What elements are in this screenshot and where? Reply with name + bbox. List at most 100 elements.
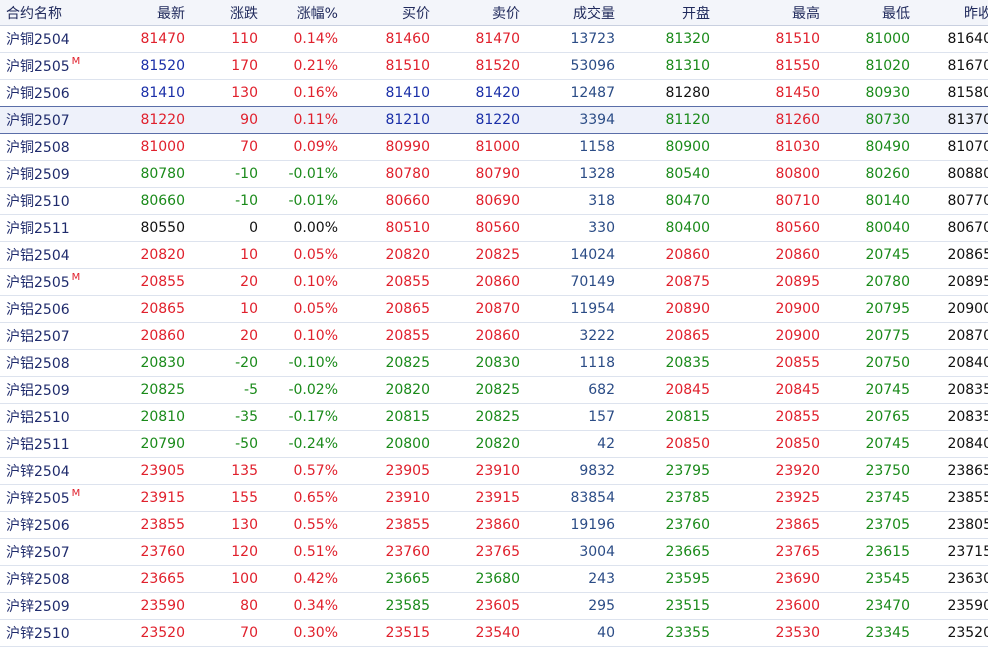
cell-open: 20875 (621, 268, 716, 296)
cell-open: 81120 (621, 106, 716, 134)
cell-ask: 23915 (436, 484, 526, 512)
table-row[interactable]: 沪铝2504 20820 10 0.05% 20820 20825 14024 20860 20… (0, 241, 988, 269)
table-row[interactable]: 沪铜2504 81470 110 0.14% 81460 81470 13723 81320 8… (0, 25, 988, 53)
cell-contract-name: 沪锌2504 (0, 457, 114, 485)
cell-bid: 20815 (344, 403, 436, 431)
cell-open: 81320 (621, 25, 716, 53)
cell-volume: 83854 (526, 484, 621, 512)
table-row[interactable]: 沪锌2510 23520 70 0.30% 23515 23540 40 23355 23530… (0, 619, 988, 647)
header-open[interactable]: 开盘 (621, 0, 716, 26)
cell-prev-close: 81640 (916, 25, 988, 53)
table-row[interactable]: 沪铜2508 81000 70 0.09% 80990 81000 1158 80900 810… (0, 133, 988, 161)
cell-change-pct: -0.01% (264, 187, 344, 215)
contract-name-label: 沪铝2508 (6, 356, 70, 372)
header-change-pct[interactable]: 涨幅% (264, 0, 344, 26)
cell-last: 20855 (114, 268, 191, 296)
cell-prev-close: 20900 (916, 295, 988, 323)
table-row[interactable]: 沪铝2505 M 20855 20 0.10% 20855 20860 70149 20875 2… (0, 268, 988, 296)
table-row[interactable]: 沪锌2506 23855 130 0.55% 23855 23860 19196 23760 2… (0, 511, 988, 539)
cell-low: 20765 (826, 403, 916, 431)
cell-open: 20890 (621, 295, 716, 323)
header-volume[interactable]: 成交量 (526, 0, 621, 26)
cell-prev-close: 20870 (916, 322, 988, 350)
table-row[interactable]: 沪锌2509 23590 80 0.34% 23585 23605 295 23515 2360… (0, 592, 988, 620)
cell-last: 23760 (114, 538, 191, 566)
cell-bid: 20820 (344, 376, 436, 404)
cell-high: 23690 (716, 565, 826, 593)
cell-bid: 23905 (344, 457, 436, 485)
cell-prev-close: 81070 (916, 133, 988, 161)
table-row[interactable]: 沪铜2507 81220 90 0.11% 81210 81220 3394 81120 812… (0, 106, 988, 134)
cell-last: 20825 (114, 376, 191, 404)
table-row[interactable]: 沪铝2507 20860 20 0.10% 20855 20860 3222 20865 209… (0, 322, 988, 350)
cell-prev-close: 23865 (916, 457, 988, 485)
table-row[interactable]: 沪锌2504 23905 135 0.57% 23905 23910 9832 23795 23… (0, 457, 988, 485)
cell-bid: 23665 (344, 565, 436, 593)
cell-prev-close: 20835 (916, 403, 988, 431)
cell-ask: 20860 (436, 322, 526, 350)
contract-name-label: 沪铜2510 (6, 194, 70, 210)
cell-bid: 80780 (344, 160, 436, 188)
cell-change: 10 (191, 241, 264, 269)
table-row[interactable]: 沪铝2510 20810 -35 -0.17% 20815 20825 157 20815 20… (0, 403, 988, 431)
cell-last: 23665 (114, 565, 191, 593)
table-row[interactable]: 沪铜2509 80780 -10 -0.01% 80780 80790 1328 80540 8… (0, 160, 988, 188)
cell-last: 20820 (114, 241, 191, 269)
cell-open: 20860 (621, 241, 716, 269)
cell-open: 23515 (621, 592, 716, 620)
header-contract-name[interactable]: 合约名称 (0, 0, 114, 26)
header-bid[interactable]: 买价 (344, 0, 436, 26)
cell-volume: 243 (526, 565, 621, 593)
cell-ask: 81000 (436, 133, 526, 161)
header-prev-close[interactable]: 昨收 (916, 0, 988, 26)
cell-change-pct: -0.24% (264, 430, 344, 458)
cell-bid: 20855 (344, 322, 436, 350)
header-change[interactable]: 涨跌 (191, 0, 264, 26)
table-row[interactable]: 沪铜2505 M 81520 170 0.21% 81510 81520 53096 81310… (0, 52, 988, 80)
cell-low: 23705 (826, 511, 916, 539)
table-row[interactable]: 沪锌2505 M 23915 155 0.65% 23910 23915 83854 23785… (0, 484, 988, 512)
header-last[interactable]: 最新 (114, 0, 191, 26)
header-high[interactable]: 最高 (716, 0, 826, 26)
cell-prev-close: 20865 (916, 241, 988, 269)
cell-bid: 23585 (344, 592, 436, 620)
contract-name-label: 沪铜2505 (6, 59, 70, 75)
cell-change: 90 (191, 106, 264, 134)
header-low[interactable]: 最低 (826, 0, 916, 26)
cell-low: 80730 (826, 106, 916, 134)
cell-last: 23520 (114, 619, 191, 647)
cell-change-pct: 0.55% (264, 511, 344, 539)
cell-open: 23595 (621, 565, 716, 593)
table-row[interactable]: 沪锌2508 23665 100 0.42% 23665 23680 243 23595 236… (0, 565, 988, 593)
header-ask[interactable]: 卖价 (436, 0, 526, 26)
cell-bid: 81460 (344, 25, 436, 53)
cell-change-pct: 0.30% (264, 619, 344, 647)
cell-prev-close: 20895 (916, 268, 988, 296)
cell-high: 80800 (716, 160, 826, 188)
table-row[interactable]: 沪铝2511 20790 -50 -0.24% 20800 20820 42 20850 208… (0, 430, 988, 458)
cell-last: 23590 (114, 592, 191, 620)
cell-open: 23760 (621, 511, 716, 539)
table-row[interactable]: 沪铝2508 20830 -20 -0.10% 20825 20830 1118 20835 2… (0, 349, 988, 377)
cell-open: 80540 (621, 160, 716, 188)
cell-bid: 81410 (344, 79, 436, 107)
cell-ask: 20820 (436, 430, 526, 458)
cell-last: 81470 (114, 25, 191, 53)
cell-change: -35 (191, 403, 264, 431)
table-row[interactable]: 沪铜2510 80660 -10 -0.01% 80660 80690 318 80470 80… (0, 187, 988, 215)
cell-prev-close: 20835 (916, 376, 988, 404)
table-row[interactable]: 沪锌2507 23760 120 0.51% 23760 23765 3004 23665 23… (0, 538, 988, 566)
cell-open: 23785 (621, 484, 716, 512)
cell-ask: 81420 (436, 79, 526, 107)
table-row[interactable]: 沪铜2511 80550 0 0.00% 80510 80560 330 80400 80560… (0, 214, 988, 242)
cell-volume: 53096 (526, 52, 621, 80)
table-row[interactable]: 沪铜2506 81410 130 0.16% 81410 81420 12487 81280 8… (0, 79, 988, 107)
table-row[interactable]: 沪铝2506 20865 10 0.05% 20865 20870 11954 20890 20… (0, 295, 988, 323)
cell-contract-name: 沪铜2505 M (0, 52, 114, 80)
table-header: 合约名称 最新 涨跌 涨幅% 买价 卖价 成交量 开盘 最高 最低 昨收 (0, 0, 988, 26)
cell-bid: 80990 (344, 133, 436, 161)
cell-contract-name: 沪锌2507 (0, 538, 114, 566)
cell-ask: 20860 (436, 268, 526, 296)
table-row[interactable]: 沪铝2509 20825 -5 -0.02% 20820 20825 682 20845 208… (0, 376, 988, 404)
